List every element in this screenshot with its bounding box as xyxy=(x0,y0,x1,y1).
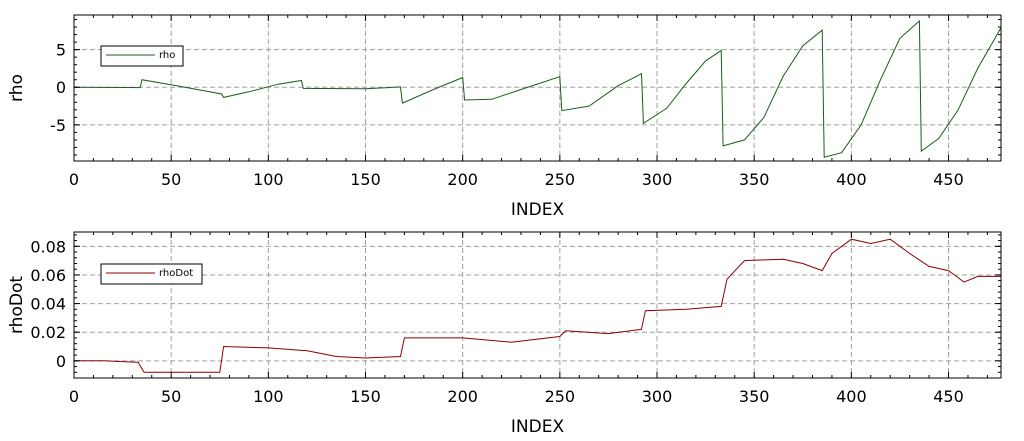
y-tick-label: 5 xyxy=(56,41,66,60)
x-tick-label: 350 xyxy=(739,170,770,189)
x-tick-label: 50 xyxy=(161,387,181,406)
x-axis-title: INDEX xyxy=(511,417,565,437)
legend: rhoDot xyxy=(100,263,203,285)
y-axis-title: rho xyxy=(7,74,27,102)
legend-label: rhoDot xyxy=(159,268,193,279)
x-axis-title: INDEX xyxy=(511,200,565,220)
x-tick-label: 0 xyxy=(69,170,79,189)
x-tick-label: 100 xyxy=(253,170,284,189)
y-tick-label: 0.08 xyxy=(30,237,66,256)
y-tick-label: 0.02 xyxy=(30,323,66,342)
y-tick-label: -5 xyxy=(50,116,66,135)
y-tick-label: 0.04 xyxy=(30,295,66,314)
y-tick-label: 0 xyxy=(56,352,66,371)
x-tick-label: 100 xyxy=(253,387,284,406)
x-tick-label: 350 xyxy=(739,387,770,406)
chart-2: 0 50 100 150 200 250 300 350 400 450 0 0.02 0.04 0.06… xyxy=(7,231,1002,437)
series-line-rho xyxy=(73,19,1002,158)
x-tick-label: 200 xyxy=(447,170,478,189)
x-tick-label: 150 xyxy=(350,170,381,189)
x-tick-label: 300 xyxy=(642,387,673,406)
x-tick-label: 250 xyxy=(545,170,576,189)
x-tick-label: 200 xyxy=(447,387,478,406)
x-tick-label: 300 xyxy=(642,170,673,189)
legend-label: rho xyxy=(159,50,175,61)
plot-frame xyxy=(73,14,1002,162)
y-tick-label: 0 xyxy=(56,78,66,97)
x-tick-label: 450 xyxy=(933,170,964,189)
x-tick-label: 0 xyxy=(69,387,79,406)
legend-box xyxy=(100,45,184,67)
x-tick-label: 400 xyxy=(836,170,867,189)
legend-box xyxy=(100,263,203,285)
x-tick-label: 50 xyxy=(161,170,181,189)
chart-1: 0 50 100 150 200 250 300 350 400 450 -5 0 5 INDEX rho r… xyxy=(7,14,1002,220)
plot-frame xyxy=(73,231,1002,379)
x-tick-label: 450 xyxy=(933,387,964,406)
y-axis-title: rhoDot xyxy=(7,276,27,334)
legend: rho xyxy=(100,45,184,67)
y-tick-label: 0.06 xyxy=(30,266,66,285)
x-tick-label: 150 xyxy=(350,387,381,406)
x-tick-label: 250 xyxy=(545,387,576,406)
series-line-rhoDot xyxy=(74,238,1001,373)
x-tick-label: 400 xyxy=(836,387,867,406)
